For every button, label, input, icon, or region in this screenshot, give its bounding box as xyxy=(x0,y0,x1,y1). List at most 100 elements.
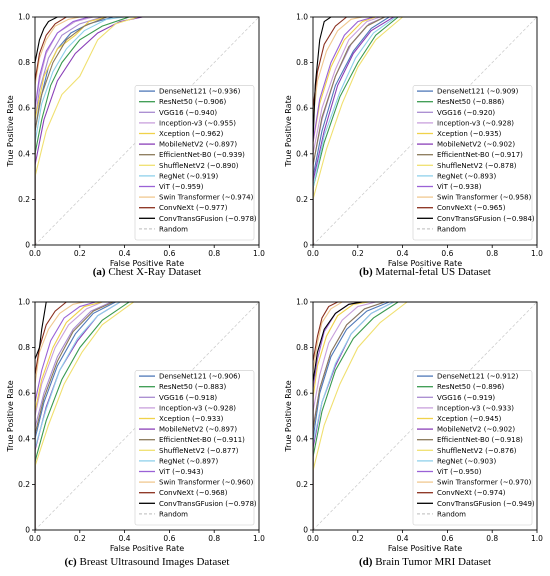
legend-entry: ConvNeXt (~0.974) xyxy=(437,489,506,497)
legend-entry: ConvTransGFusion (~0.978) xyxy=(159,500,257,508)
caption-text: Brain Tumor MRI Dataset xyxy=(372,556,491,568)
legend-entry: ShuffleNetV2 (~0.876) xyxy=(437,447,517,455)
x-tick-label: 0.0 xyxy=(29,249,41,258)
legend-box xyxy=(134,370,255,526)
legend-entry: DenseNet121 (~0.912) xyxy=(437,373,519,381)
legend-entry: Inception-v3 (~0.928) xyxy=(437,119,514,127)
y-tick-label: 1.0 xyxy=(18,298,30,307)
y-tick-label: 0.2 xyxy=(18,195,30,204)
roc-curve-efficientnet-b0 xyxy=(313,301,537,530)
caption-text: Breast Ultrasound Images Dataset xyxy=(77,556,230,568)
legend-entry: ConvNeXt (~0.977) xyxy=(159,204,228,212)
caption-label: (c) xyxy=(65,556,78,568)
x-tick-label: 1.0 xyxy=(253,249,265,258)
legend-entry: Xception (~0.933) xyxy=(159,415,224,423)
roc-curve-resnet50 xyxy=(313,301,537,530)
legend-entry: ShuffleNetV2 (~0.878) xyxy=(437,162,517,170)
caption-label: (a) xyxy=(93,266,106,278)
x-tick-label: 0.2 xyxy=(352,249,364,258)
legend-entry: MobileNetV2 (~0.897) xyxy=(159,141,237,149)
plot-frame xyxy=(312,16,538,246)
roc-curve-vit xyxy=(35,16,259,245)
legend-entry: ResNet50 (~0.883) xyxy=(159,383,227,391)
x-tick-label: 0.6 xyxy=(441,534,453,543)
legend-entry: ViT (~0.950) xyxy=(437,468,482,476)
legend-entry: Xception (~0.962) xyxy=(159,130,224,138)
x-tick-label: 0.8 xyxy=(208,249,220,258)
legend-entry: ResNet50 (~0.906) xyxy=(159,98,227,106)
roc-curve-resnet50 xyxy=(35,16,259,245)
y-tick-label: 0.6 xyxy=(18,389,30,398)
y-tick-label: 1.0 xyxy=(296,298,308,307)
y-tick-label: 1.0 xyxy=(296,13,308,22)
legend-entry: ConvNeXt (~0.968) xyxy=(159,489,228,497)
x-tick-label: 0.6 xyxy=(441,249,453,258)
x-tick-label: 0.2 xyxy=(74,249,86,258)
panel-caption: (b) Maternal-fetal US Dataset xyxy=(359,266,491,278)
legend: DenseNet121 (~0.909) ResNet50 (~0.886) VGG… xyxy=(412,85,535,241)
legend-entry: VGG16 (~0.919) xyxy=(437,394,495,402)
roc-curve-random xyxy=(313,301,538,531)
roc-panel-c: 0.0 0.2 0.4 0.6 0.8 1.0 0 0.2 0.4 0.6 0.8 1.0 False … xyxy=(6,298,265,569)
caption-label: (d) xyxy=(359,556,373,568)
legend-entry: DenseNet121 (~0.906) xyxy=(159,373,241,381)
plot-frame xyxy=(34,301,260,531)
legend-entry: Swin Transformer (~0.960) xyxy=(159,479,254,487)
roc-curve-xception xyxy=(35,301,259,530)
caption-text: Maternal-fetal US Dataset xyxy=(373,266,491,278)
series-lines xyxy=(35,16,260,246)
x-tick-label: 0.4 xyxy=(397,534,409,543)
y-tick-label: 0.2 xyxy=(296,195,308,204)
legend-entry: DenseNet121 (~0.936) xyxy=(159,88,241,96)
roc-curve-inception-v3 xyxy=(313,16,537,245)
roc-curve-shufflenetv2 xyxy=(313,16,537,245)
legend-box xyxy=(412,370,533,526)
legend-entry: Swin Transformer (~0.974) xyxy=(159,194,254,202)
caption-text: Chest X-Ray Dataset xyxy=(106,266,202,278)
legend-entry: MobileNetV2 (~0.902) xyxy=(437,141,515,149)
y-tick-label: 0 xyxy=(303,526,308,535)
plot-frame xyxy=(34,16,260,246)
legend-entry: RegNet (~0.903) xyxy=(437,457,496,465)
x-tick-label: 0.4 xyxy=(397,249,409,258)
roc-curve-regnet xyxy=(35,16,259,245)
legend-entry: Swin Transformer (~0.958) xyxy=(437,194,532,202)
y-axis-label: True Positive Rate xyxy=(6,380,15,452)
x-tick-label: 1.0 xyxy=(253,534,265,543)
legend-entry: ConvTransGFusion (~0.978) xyxy=(159,215,257,223)
legend-entry: ConvTransGFusion (~0.949) xyxy=(437,500,535,508)
legend-entry: VGG16 (~0.918) xyxy=(159,394,217,402)
legend-entry: ShuffleNetV2 (~0.877) xyxy=(159,447,239,455)
legend-entry: VGG16 (~0.940) xyxy=(159,109,217,117)
roc-curve-densenet121 xyxy=(313,301,537,530)
roc-curve-densenet121 xyxy=(313,16,537,245)
y-tick-label: 0.6 xyxy=(18,104,30,113)
legend-entry: ShuffleNetV2 (~0.890) xyxy=(159,162,239,170)
legend-entry: MobileNetV2 (~0.897) xyxy=(159,426,237,434)
y-tick-label: 0 xyxy=(303,241,308,250)
roc-curve-efficientnet-b0 xyxy=(35,301,259,530)
roc-curve-vit xyxy=(35,301,259,530)
legend-entry: ViT (~0.959) xyxy=(159,183,204,191)
roc-curve-densenet121 xyxy=(35,301,259,530)
legend-entry: RegNet (~0.919) xyxy=(159,172,218,180)
legend-entry: EfficientNet-B0 (~0.918) xyxy=(437,436,523,444)
x-tick-label: 0.0 xyxy=(29,534,41,543)
roc-curve-vit xyxy=(313,16,537,245)
x-tick-label: 0.2 xyxy=(74,534,86,543)
y-tick-label: 0 xyxy=(25,526,30,535)
roc-curve-vgg16 xyxy=(35,301,259,530)
legend: DenseNet121 (~0.936) ResNet50 (~0.906) VGG… xyxy=(134,85,257,241)
y-axis-label: True Positive Rate xyxy=(6,95,15,167)
y-axis-label: True Positive Rate xyxy=(284,95,293,167)
roc-panel-d: 0.0 0.2 0.4 0.6 0.8 1.0 0 0.2 0.4 0.6 0.8 1.0 False … xyxy=(284,298,543,569)
roc-panel-a: 0.0 0.2 0.4 0.6 0.8 1.0 0 0.2 0.4 0.6 0.8 1.0 False … xyxy=(6,13,265,279)
legend-box xyxy=(134,85,255,241)
legend-entry: RegNet (~0.897) xyxy=(159,457,218,465)
x-axis-label: False Positive Rate xyxy=(388,259,462,268)
caption-label: (b) xyxy=(359,266,373,278)
roc-curve-efficientnet-b0 xyxy=(313,16,537,245)
x-tick-label: 1.0 xyxy=(531,534,543,543)
panel-caption: (d) Brain Tumor MRI Dataset xyxy=(359,556,491,568)
